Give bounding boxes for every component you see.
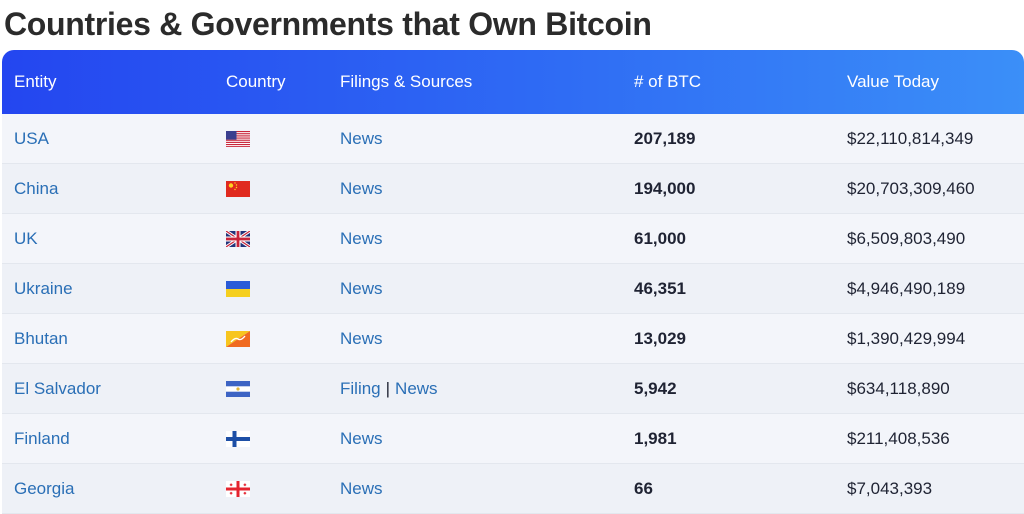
country-cell xyxy=(226,481,250,497)
entity-link[interactable]: Georgia xyxy=(14,479,75,498)
source-link-news[interactable]: News xyxy=(340,229,383,248)
sources-cell: News xyxy=(340,414,383,464)
table-row: China News 194,000 $20,703,309,460 xyxy=(2,164,1024,214)
country-cell xyxy=(226,281,250,297)
source-link-news[interactable]: News xyxy=(395,379,438,398)
entity-link[interactable]: China xyxy=(14,179,59,198)
entity-link[interactable]: USA xyxy=(14,129,49,148)
el-salvador-flag-icon xyxy=(226,381,250,397)
bhutan-flag-icon xyxy=(226,331,250,347)
source-link-news[interactable]: News xyxy=(340,129,383,148)
entity-link[interactable]: El Salvador xyxy=(14,379,101,398)
country-cell xyxy=(226,381,250,397)
sources-cell: News xyxy=(340,214,383,264)
source-link-news[interactable]: News xyxy=(340,179,383,198)
sources-cell: Filing | News xyxy=(340,364,438,414)
btc-amount: 5,942 xyxy=(634,379,677,398)
value-today: $22,110,814,349 xyxy=(847,129,974,148)
entity-link[interactable]: Bhutan xyxy=(14,329,68,348)
btc-amount: 13,029 xyxy=(634,329,686,348)
value-today: $211,408,536 xyxy=(847,429,950,448)
btc-amount: 194,000 xyxy=(634,179,696,198)
bitcoin-holdings-table: Entity Country Filings & Sources # of BT… xyxy=(2,50,1024,514)
country-cell xyxy=(226,431,250,447)
entity-link[interactable]: Finland xyxy=(14,429,70,448)
btc-amount: 66 xyxy=(634,479,653,498)
source-link-news[interactable]: News xyxy=(340,479,383,498)
table-row: El Salvador Filing | News 5,942 $634,118,890 xyxy=(2,364,1024,414)
value-today: $20,703,309,460 xyxy=(847,179,975,198)
usa-flag-icon xyxy=(226,131,250,147)
page-title: Countries & Governments that Own Bitcoin xyxy=(4,6,652,42)
table-row: Georgia News 66 $7,043,393 xyxy=(2,464,1024,514)
header-btc[interactable]: # of BTC xyxy=(634,72,702,91)
sources-cell: News xyxy=(340,464,383,514)
sources-cell: News xyxy=(340,314,383,364)
header-entity[interactable]: Entity xyxy=(14,72,57,91)
table-row: Ukraine News 46,351 $4,946,490,189 xyxy=(2,264,1024,314)
value-today: $1,390,429,994 xyxy=(847,329,966,348)
btc-amount: 46,351 xyxy=(634,279,686,298)
entity-link[interactable]: Ukraine xyxy=(14,279,73,298)
sources-cell: News xyxy=(340,264,383,314)
source-link-news[interactable]: News xyxy=(340,429,383,448)
china-flag-icon xyxy=(226,181,250,197)
table-row: UK News 61,000 $6,509,803,490 xyxy=(2,214,1024,264)
table-header: Entity Country Filings & Sources # of BT… xyxy=(2,50,1024,114)
header-filings-sources[interactable]: Filings & Sources xyxy=(340,72,473,91)
value-today: $6,509,803,490 xyxy=(847,229,966,248)
source-separator: | xyxy=(385,379,391,398)
value-today: $4,946,490,189 xyxy=(847,279,966,298)
source-link-news[interactable]: News xyxy=(340,329,383,348)
source-link-filing[interactable]: Filing xyxy=(340,379,381,398)
country-cell xyxy=(226,131,250,147)
table-body: USA News 207,189 $22,110,814,349 China News 19… xyxy=(2,114,1024,514)
sources-cell: News xyxy=(340,114,383,164)
btc-amount: 61,000 xyxy=(634,229,686,248)
country-cell xyxy=(226,231,250,247)
btc-amount: 207,189 xyxy=(634,129,696,148)
entity-link[interactable]: UK xyxy=(14,229,38,248)
ukraine-flag-icon xyxy=(226,281,250,297)
finland-flag-icon xyxy=(226,431,250,447)
country-cell xyxy=(226,331,250,347)
value-today: $7,043,393 xyxy=(847,479,933,498)
btc-amount: 1,981 xyxy=(634,429,677,448)
header-value-today[interactable]: Value Today xyxy=(847,72,939,91)
table-row: Finland News 1,981 $211,408,536 xyxy=(2,414,1024,464)
table-row: Bhutan News 13,029 $1,390,429,994 xyxy=(2,314,1024,364)
sources-cell: News xyxy=(340,164,383,214)
country-cell xyxy=(226,181,250,197)
header-country[interactable]: Country xyxy=(226,72,286,91)
georgia-flag-icon xyxy=(226,481,250,497)
value-today: $634,118,890 xyxy=(847,379,950,398)
uk-flag-icon xyxy=(226,231,250,247)
source-link-news[interactable]: News xyxy=(340,279,383,298)
table-row: USA News 207,189 $22,110,814,349 xyxy=(2,114,1024,164)
